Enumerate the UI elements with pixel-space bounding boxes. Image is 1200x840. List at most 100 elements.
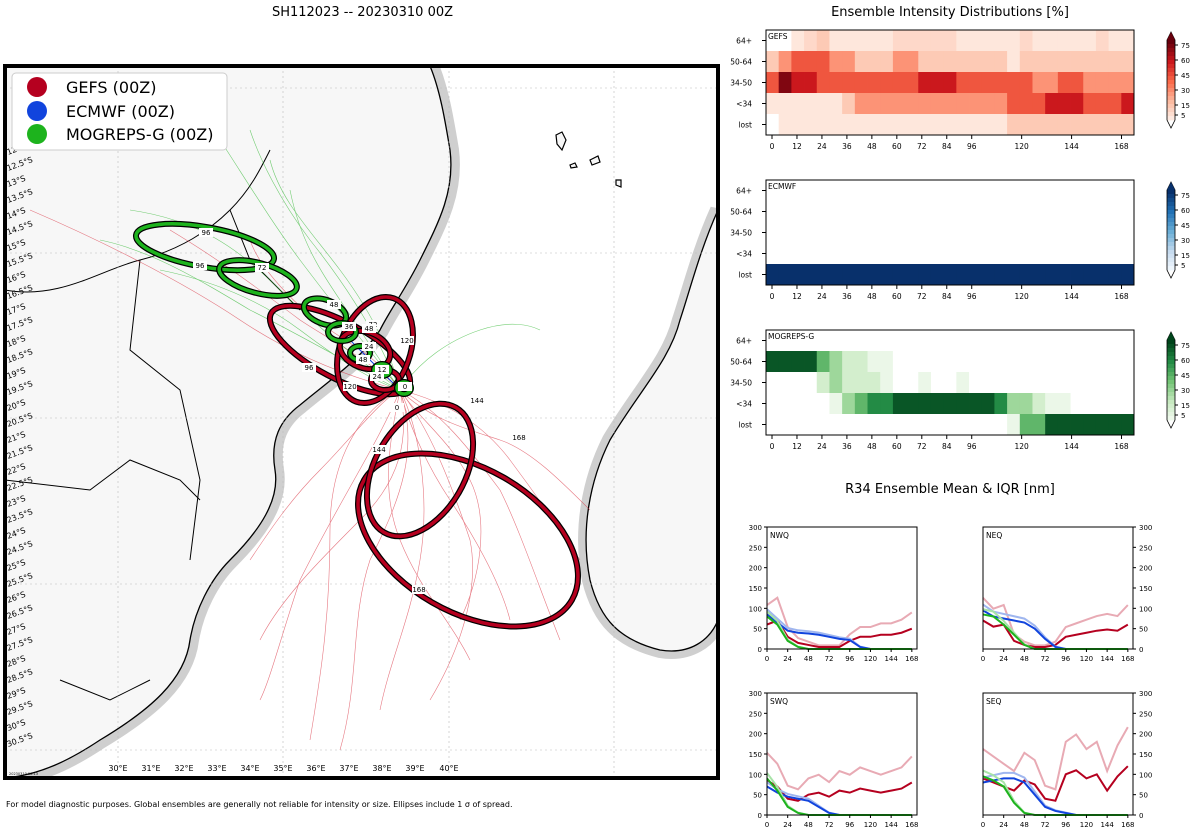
heatmap-cell (854, 414, 868, 436)
x-tick-label: 36 (842, 142, 852, 151)
x-tick-label: 0 (981, 655, 985, 663)
heatmap-cell (880, 243, 894, 265)
svg-text:48: 48 (365, 325, 374, 333)
heatmap-cell (918, 93, 932, 115)
x-tick-label: 144 (1064, 442, 1079, 451)
heatmap-cell (930, 264, 945, 286)
x-tick-label: 120 (1014, 442, 1029, 451)
heatmap-cell (918, 330, 932, 352)
heatmap-cell (1095, 372, 1110, 394)
heatmap-cell (969, 30, 983, 52)
heatmap-cell (816, 222, 830, 244)
heatmap-cell (816, 72, 830, 94)
heatmap-cell (981, 264, 995, 286)
heatmap-cell (791, 201, 805, 223)
heatmap-cell (867, 243, 881, 265)
colorbar-tick: 60 (1181, 207, 1190, 215)
heatmap-cell (892, 180, 906, 202)
heatmap-cell (1095, 72, 1110, 94)
x-tick-label: 168 (905, 655, 918, 663)
colorbar-tick: 5 (1181, 262, 1185, 270)
heatmap-cell (829, 372, 843, 394)
colorbar-tick: 75 (1181, 42, 1190, 50)
heatmap-cell (829, 201, 843, 223)
svg-text:96: 96 (305, 364, 314, 372)
heatmap-cell (994, 393, 1008, 415)
heatmap-cell (1007, 201, 1021, 223)
heatmap-cell (816, 414, 830, 436)
x-tick-label: 96 (845, 655, 854, 663)
series-iqr-line (982, 769, 1128, 816)
y-tick-label: 200 (1139, 731, 1152, 739)
heatmap-cell (1070, 222, 1084, 244)
x-tick-label: 84 (942, 292, 952, 301)
heatmap-cell (778, 414, 792, 436)
heatmap-cell (1007, 51, 1021, 73)
heatmap-cell (1121, 372, 1135, 394)
y-tick-label: 300 (1139, 524, 1152, 532)
heatmap-cell (1019, 201, 1033, 223)
heatmap-cell (930, 351, 945, 373)
x-tick-label: 24 (783, 821, 792, 829)
x-tick-label: 24 (817, 142, 827, 151)
heatmap-cell (1083, 51, 1097, 73)
heatmap-cell (930, 414, 945, 436)
heatmap-cell (867, 393, 881, 415)
heatmap-cell (892, 264, 906, 286)
heatmap-cell (981, 243, 995, 265)
heatmap-cell (969, 51, 983, 73)
heatmap-cell (943, 30, 957, 52)
heatmap-cell (816, 114, 830, 136)
madagascar-coast (585, 209, 718, 652)
heatmap-cell (1007, 93, 1021, 115)
heatmap-cell (816, 351, 830, 373)
heatmap-cell (918, 414, 932, 436)
colorbar-tick: 45 (1181, 222, 1190, 230)
heatmap-cell (880, 51, 894, 73)
heatmap-cell (1108, 351, 1122, 373)
svg-text:24: 24 (373, 373, 382, 381)
x-tick-label: 72 (917, 292, 927, 301)
heatmap-cell (943, 180, 957, 202)
x-tick-label: 0 (765, 821, 769, 829)
quadrant-label: NEQ (986, 531, 1002, 540)
heatmap-cell (1057, 372, 1071, 394)
map-legend: GEFS (00Z) ECMWF (00Z) MOGREPS-G (00Z) (11, 72, 228, 151)
heatmap-cell (1045, 264, 1059, 286)
heatmap-cell (867, 351, 881, 373)
heatmap-cell (905, 114, 919, 136)
svg-text:168: 168 (412, 586, 425, 594)
heatmap-cell (778, 264, 792, 286)
heatmap-cell (854, 372, 868, 394)
heatmap-cell (829, 72, 843, 94)
row-label: <34 (736, 400, 752, 409)
x-tick-label: 72 (825, 821, 834, 829)
heatmap-cell (854, 114, 868, 136)
colorbar-tick: 30 (1181, 237, 1190, 245)
heatmap-cell (880, 201, 894, 223)
heatmap-cell (1095, 201, 1110, 223)
heatmap-cell (804, 201, 818, 223)
mogreps-ellipse-label: 24 (362, 342, 376, 351)
heatmap-cell (778, 72, 792, 94)
heatmap-cell (1045, 243, 1059, 265)
svg-text:0: 0 (403, 383, 407, 391)
heatmap-cell (842, 393, 856, 415)
heatmap-cell (778, 222, 792, 244)
heatmap-cell (804, 264, 818, 286)
heatmap-cell (791, 51, 805, 73)
series-iqr-line (766, 608, 912, 650)
gefs-ellipse-label: 168 (512, 433, 526, 442)
heatmap-cell (956, 180, 970, 202)
row-label: <34 (736, 250, 752, 259)
heatmap-cell (1057, 330, 1071, 352)
svg-text:120: 120 (343, 383, 356, 391)
heatmap-cell (1057, 264, 1071, 286)
heatmap-cell (969, 372, 983, 394)
x-tick-label: 0 (765, 655, 769, 663)
heatmap-cell (804, 372, 818, 394)
heatmap-cell (1070, 393, 1084, 415)
x-tick-label: 24 (999, 821, 1008, 829)
heatmap-cell (943, 93, 957, 115)
heatmap-cell (816, 264, 830, 286)
